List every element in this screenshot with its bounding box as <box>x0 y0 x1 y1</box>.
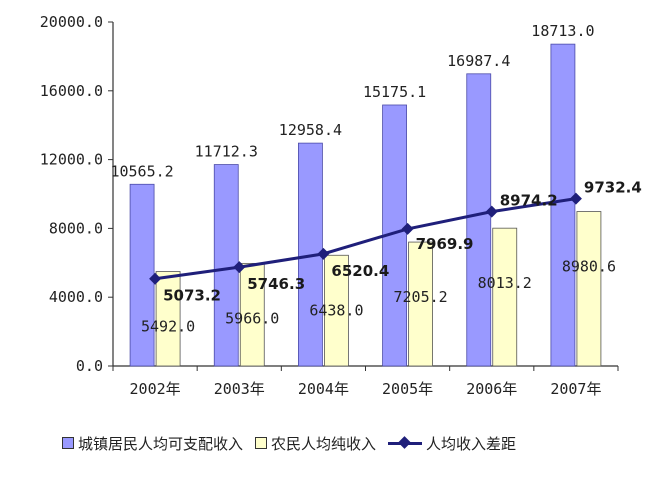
bar-rural <box>492 227 518 367</box>
legend-swatch-rural <box>255 437 268 449</box>
gap-marker <box>149 272 162 285</box>
bar-urban <box>550 43 576 367</box>
bar-urban-label: 11712.3 <box>195 143 258 161</box>
legend-label-urban: 城镇居民人均可支配收入 <box>78 434 244 453</box>
legend-label-rural: 农民人均纯收入 <box>271 434 377 453</box>
legend-label-gap: 人均收入差距 <box>426 434 517 453</box>
gap-label: 7969.9 <box>416 235 474 253</box>
gap-marker <box>317 247 330 260</box>
bar-rural <box>324 254 349 367</box>
x-category-label: 2002年 <box>130 380 181 398</box>
x-category-label: 2007年 <box>550 380 601 398</box>
bar-rural-label: 8013.2 <box>478 274 532 292</box>
legend-swatch-urban <box>62 437 74 449</box>
bar-urban <box>213 164 239 367</box>
gap-line <box>154 197 577 281</box>
y-tick-label: 16000.0 <box>40 82 103 100</box>
gap-label: 8974.2 <box>500 192 558 210</box>
gap-label: 5746.3 <box>247 275 305 293</box>
bar-rural-label: 5492.0 <box>141 318 195 336</box>
bar-urban-label: 15175.1 <box>363 83 426 101</box>
bar-urban-label: 10565.2 <box>110 162 173 180</box>
bar-rural <box>155 271 181 367</box>
y-tick-label: 4000.0 <box>49 288 103 306</box>
y-tick-label: 20000.0 <box>40 13 103 31</box>
income-chart: 0.0 4000.0 8000.0 12000.0 16000.0 20000.0 2002… <box>40 13 642 398</box>
legend-item-gap: 人均收入差距 <box>388 433 516 454</box>
y-tick-label: 0.0 <box>76 357 103 375</box>
y-tick-label: 8000.0 <box>49 219 103 237</box>
gap-marker <box>485 205 498 218</box>
bar-rural-label: 7205.2 <box>393 288 447 306</box>
legend-item-rural: 农民人均纯收入 <box>255 433 376 454</box>
bar-urban-label: 16987.4 <box>447 52 510 70</box>
gap-marker <box>569 192 582 205</box>
chart-legend: 城镇居民人均可支配收入 农民人均纯收入 人均收入差距 <box>0 418 667 468</box>
gap-label: 6520.4 <box>331 262 389 280</box>
bar-urban-label: 12958.4 <box>279 121 342 139</box>
gap-label: 9732.4 <box>584 179 642 197</box>
bar-urban <box>466 73 492 367</box>
bar-rural <box>239 262 265 367</box>
x-category-label: 2004年 <box>298 380 349 398</box>
legend-item-urban: 城镇居民人均可支配收入 <box>62 433 243 454</box>
gap-marker <box>233 261 246 274</box>
x-category-label: 2005年 <box>382 380 433 398</box>
bar-urban-label: 18713.0 <box>531 22 594 40</box>
bar-rural-label: 5966.0 <box>225 309 279 327</box>
bar-rural-label: 8980.6 <box>562 258 616 276</box>
y-tick-label: 12000.0 <box>40 151 103 169</box>
bar-rural <box>576 211 602 367</box>
bar-urban <box>129 183 155 367</box>
bar-rural <box>408 241 433 367</box>
bar-rural-label: 6438.0 <box>309 301 363 319</box>
x-category-label: 2003年 <box>214 380 265 398</box>
legend-line-marker-icon <box>388 437 423 449</box>
gap-marker <box>401 222 414 235</box>
x-category-label: 2006年 <box>466 380 517 398</box>
gap-label: 5073.2 <box>163 287 221 305</box>
